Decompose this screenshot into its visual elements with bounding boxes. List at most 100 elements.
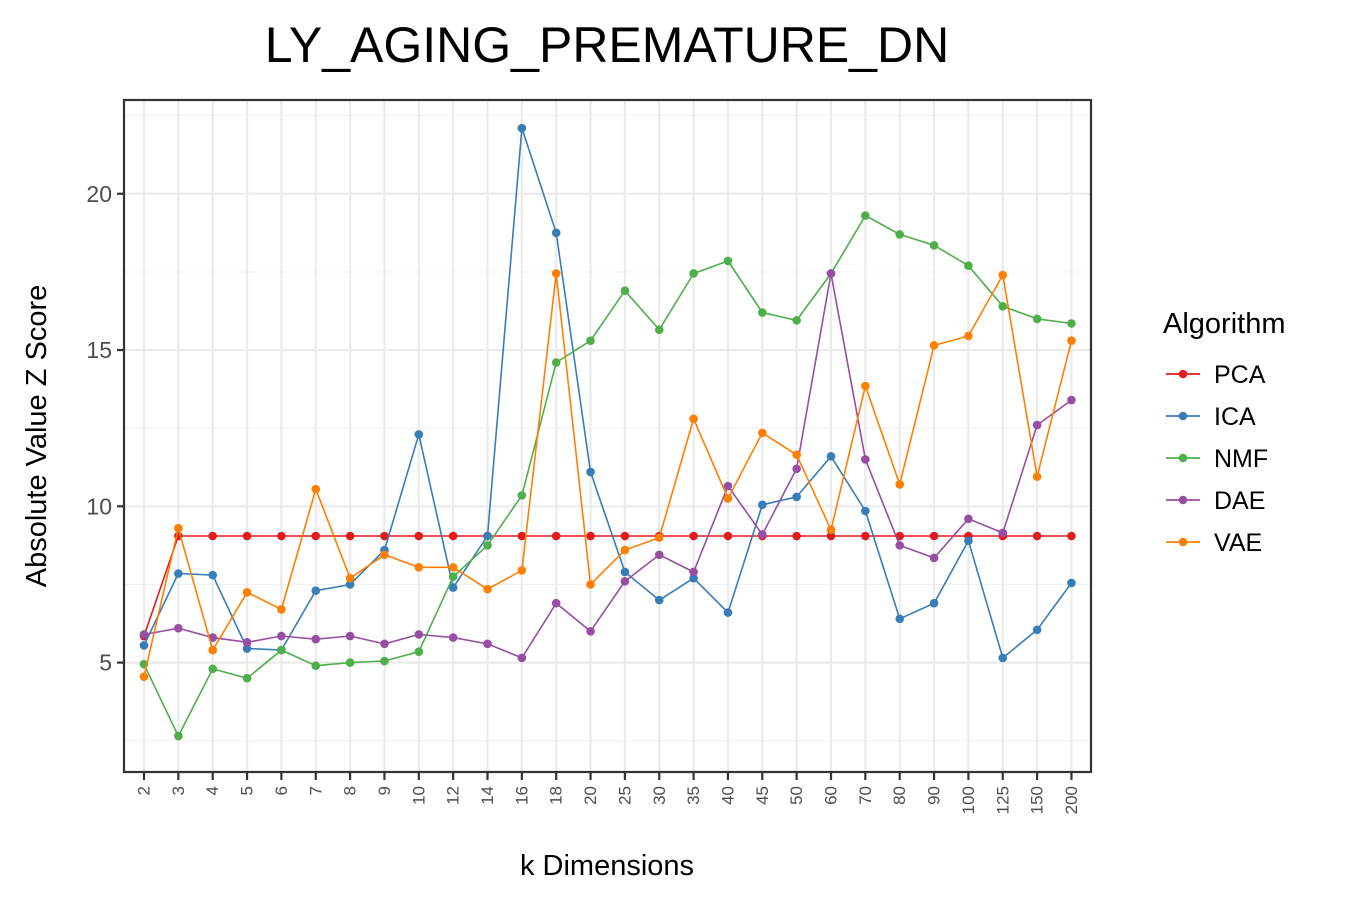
data-point-nmf — [895, 230, 904, 239]
data-point-nmf — [380, 656, 389, 666]
data-point-ica — [758, 500, 767, 510]
x-tick-label: 45 — [753, 786, 772, 805]
x-tick-label: 35 — [684, 786, 703, 805]
data-point-vae — [792, 450, 801, 460]
data-point-nmf — [517, 491, 527, 500]
x-tick-label: 200 — [1062, 786, 1081, 814]
data-point-ica — [414, 430, 424, 439]
series-line-vae — [143, 272, 1073, 677]
data-point-dae — [689, 567, 698, 577]
data-point-dae — [586, 627, 595, 636]
data-point-nmf — [861, 211, 870, 220]
series-line-ica — [143, 127, 1073, 660]
series-line-pca — [143, 535, 1072, 637]
data-point-vae — [414, 562, 424, 572]
data-point-pca — [311, 531, 321, 541]
data-point-pca — [826, 531, 836, 541]
data-point-dae — [174, 623, 183, 633]
series-layer — [139, 123, 1076, 741]
data-point-pca — [1032, 531, 1042, 541]
data-point-ica — [929, 598, 939, 608]
data-point-ica — [895, 614, 904, 624]
x-tick-label: 3 — [169, 786, 188, 795]
data-point-vae — [448, 562, 458, 572]
data-point-ica — [311, 586, 321, 596]
data-point-nmf — [277, 645, 286, 655]
data-point-vae — [826, 525, 836, 535]
data-point-dae — [1067, 395, 1076, 405]
series-line-dae — [143, 273, 1072, 659]
data-point-nmf — [929, 241, 939, 250]
data-point-vae — [895, 480, 904, 489]
data-point-dae — [551, 598, 561, 608]
data-point-nmf — [414, 647, 424, 656]
y-tick-label: 10 — [86, 493, 112, 519]
data-point-pca — [277, 531, 286, 541]
data-point-nmf — [1032, 314, 1042, 324]
data-point-pca — [448, 531, 458, 541]
data-point-vae — [277, 605, 286, 614]
x-tick-label: 70 — [856, 786, 875, 805]
data-point-vae — [723, 494, 733, 503]
data-point-dae — [139, 630, 149, 639]
chart-title: LY_AGING_PREMATURE_DN — [265, 17, 949, 73]
data-point-nmf — [689, 269, 698, 278]
x-tick-label: 16 — [512, 786, 531, 805]
x-tick-label: 20 — [581, 786, 600, 805]
data-point-dae — [242, 637, 252, 647]
data-point-nmf — [620, 286, 630, 295]
data-point-nmf — [208, 664, 217, 674]
data-point-pca — [689, 531, 698, 541]
data-point-ica — [586, 467, 595, 477]
x-tick-label: 2 — [135, 786, 154, 795]
x-tick-label: 7 — [306, 786, 325, 795]
data-point-dae — [895, 541, 904, 550]
data-point-pca — [517, 531, 527, 541]
legend-label-dae: DAE — [1214, 487, 1265, 515]
x-tick-label: 125 — [993, 786, 1012, 814]
data-point-ica — [208, 570, 217, 580]
x-tick-label: 4 — [203, 786, 222, 795]
data-point-nmf — [723, 256, 733, 266]
data-point-ica — [723, 608, 733, 617]
data-point-ica — [1032, 625, 1042, 635]
data-point-nmf — [448, 572, 458, 581]
data-point-pca — [586, 531, 595, 541]
data-point-nmf — [758, 308, 767, 317]
data-point-ica — [654, 595, 664, 605]
data-point-vae — [689, 414, 698, 424]
data-point-ica — [345, 580, 355, 589]
data-point-ica — [964, 536, 973, 546]
x-tick-label: 6 — [272, 786, 291, 795]
x-tick-label: 12 — [444, 786, 463, 805]
legend-label-vae: VAE — [1214, 529, 1262, 557]
data-point-ica — [998, 653, 1008, 663]
x-tick-label: 10 — [409, 786, 428, 805]
data-point-vae — [208, 645, 217, 655]
data-point-ica — [620, 567, 630, 577]
series-line-nmf — [143, 214, 1072, 738]
data-point-vae — [620, 545, 630, 555]
data-point-ica — [551, 228, 561, 238]
data-point-vae — [1067, 336, 1076, 345]
data-point-nmf — [483, 541, 492, 550]
data-point-dae — [929, 553, 939, 563]
data-point-vae — [551, 269, 561, 278]
x-tick-label: 18 — [547, 786, 566, 805]
data-point-dae — [826, 269, 836, 278]
data-point-pca — [414, 531, 424, 541]
data-point-vae — [654, 533, 664, 542]
x-tick-label: 30 — [650, 786, 669, 805]
x-tick-label: 60 — [822, 786, 841, 805]
data-point-dae — [1032, 420, 1042, 430]
x-tick-label: 150 — [1028, 786, 1047, 814]
x-tick-label: 8 — [341, 786, 360, 795]
data-point-pca — [1067, 531, 1076, 541]
data-point-ica — [139, 641, 149, 650]
plot-panel-border — [122, 98, 1093, 774]
data-point-dae — [483, 639, 492, 649]
data-point-vae — [380, 550, 389, 560]
data-point-nmf — [964, 261, 973, 270]
data-point-nmf — [792, 316, 801, 325]
y-tick-label: 5 — [99, 650, 112, 676]
